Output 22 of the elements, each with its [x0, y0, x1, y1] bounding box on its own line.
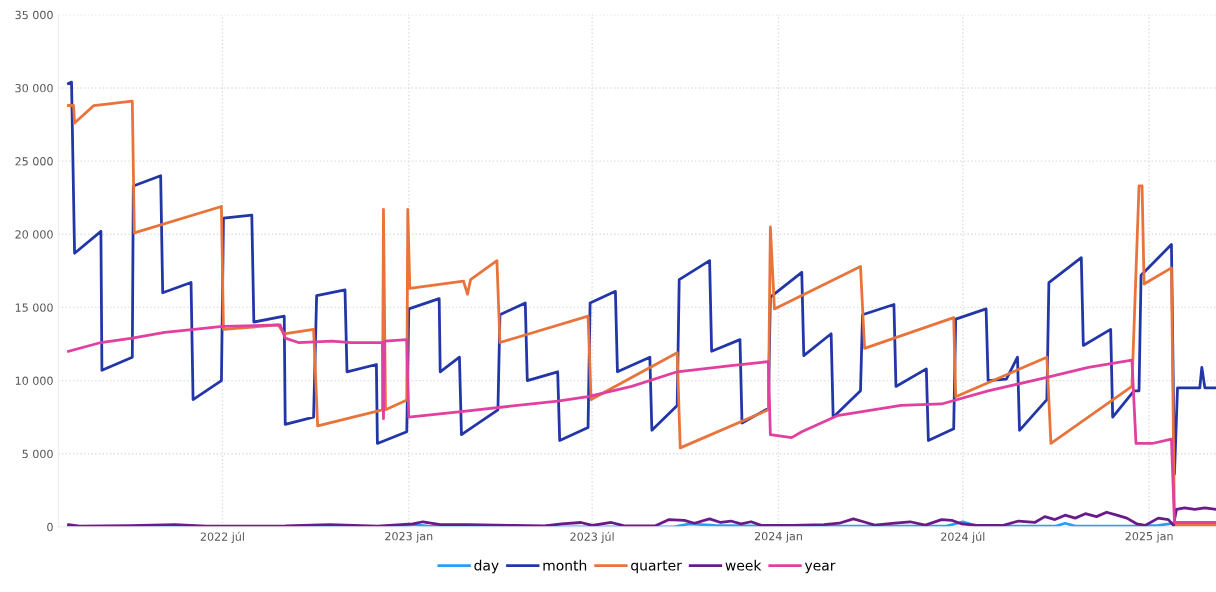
legend-label: quarter [631, 560, 682, 574]
x-tick-label: 2024 júl [941, 531, 985, 543]
x-tick-label: 2024 jan [754, 531, 802, 543]
legend-label: month [543, 559, 587, 571]
x-tick-label: 2023 júl [570, 531, 614, 543]
y-tick-label: 5 000 [22, 449, 53, 459]
legend-label: day [474, 559, 499, 574]
line-series [67, 506, 1216, 527]
line-series [67, 323, 1216, 524]
y-tick-label: 0 [47, 522, 53, 532]
x-tick-label: 2025 jan [1125, 531, 1173, 543]
x-tick-label: 2023 jan [385, 531, 433, 543]
y-tick-label: 35 000 [15, 10, 53, 20]
y-tick-label: 15 000 [15, 303, 53, 312]
y-tick-label: 25 000 [15, 157, 53, 166]
line-series [67, 99, 1216, 527]
x-tick-label: 2022 júl [200, 531, 244, 543]
y-tick-label: 20 000 [15, 230, 53, 239]
y-tick-label: 30 000 [15, 83, 53, 93]
y-tick-label: 10 000 [15, 376, 53, 385]
legend-label: week [725, 559, 762, 571]
legend-label: year [804, 562, 836, 574]
